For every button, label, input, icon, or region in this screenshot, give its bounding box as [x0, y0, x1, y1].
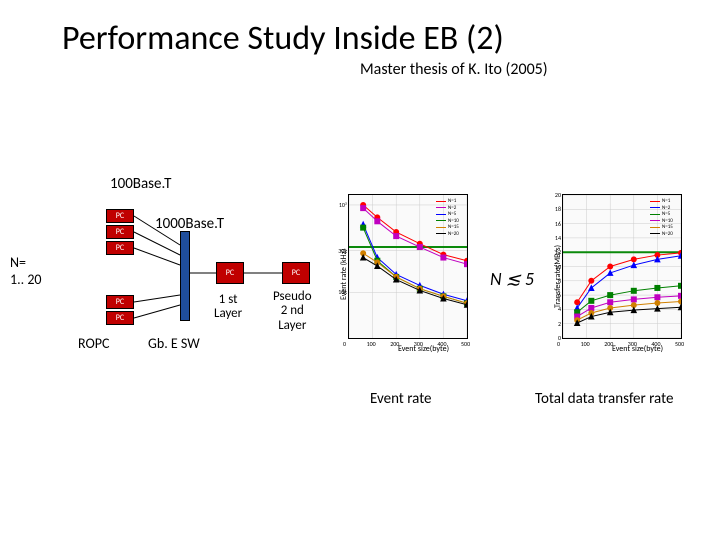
chart1-legend: N=1N=2N=5N=10N=15N=20 — [436, 198, 459, 237]
chart2-legend: N=1N=2N=5N=10N=15N=20 — [650, 198, 673, 237]
chart1-xlabel: Event size(byte) — [398, 344, 449, 354]
chart2-ylabel: Transfer rate(MB/s) — [553, 245, 563, 308]
chart1-ylabel: Event rate (kHz) — [339, 249, 349, 300]
chart1-caption: Event rate — [370, 390, 432, 408]
chart2-caption: Total data transfer rate — [535, 390, 673, 408]
n-le-5-label: N ≲ 5 — [490, 268, 534, 290]
chart2-xlabel: Event size(byte) — [612, 344, 663, 354]
